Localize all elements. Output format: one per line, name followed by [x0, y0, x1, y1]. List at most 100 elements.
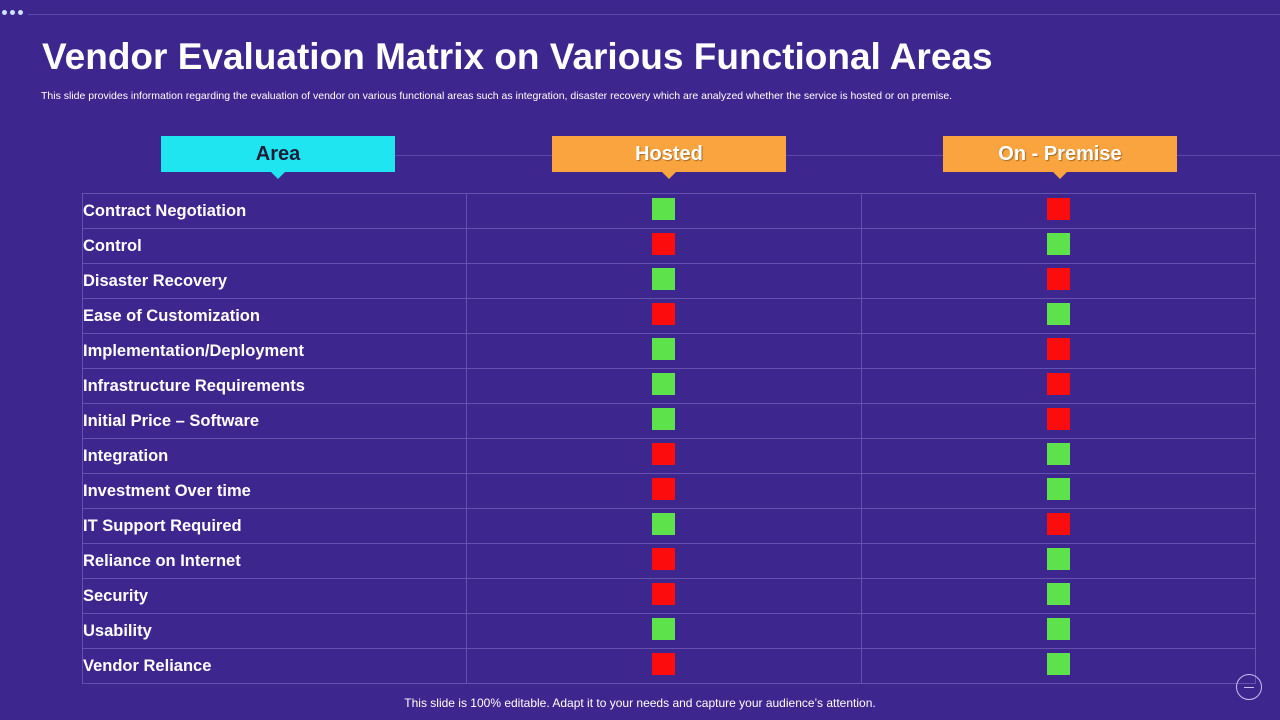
hosted-cell: [466, 228, 862, 264]
table-row: Initial Price – Software: [82, 403, 1256, 439]
table-row: Contract Negotiation: [82, 193, 1256, 229]
on-premise-cell: [860, 368, 1256, 404]
hosted-cell: [466, 193, 862, 229]
red-status-square: [1046, 267, 1070, 290]
green-status-square: [652, 512, 676, 535]
red-status-square: [1046, 337, 1070, 360]
table-row: Vendor Reliance: [82, 648, 1256, 684]
area-label: Integration: [82, 438, 467, 474]
page-subtitle: This slide provides information regardin…: [41, 90, 953, 102]
area-label: Control: [82, 228, 467, 264]
hosted-cell: [466, 543, 862, 579]
area-label: Reliance on Internet: [82, 543, 467, 579]
red-status-square: [1046, 372, 1070, 395]
hosted-cell: [466, 263, 862, 299]
red-status-square: [652, 477, 676, 500]
green-status-square: [1046, 652, 1070, 675]
red-status-square: [652, 547, 676, 570]
area-label: Vendor Reliance: [82, 648, 467, 684]
hosted-cell: [466, 508, 862, 544]
table-row: Integration: [82, 438, 1256, 474]
area-label: Ease of Customization: [82, 298, 467, 334]
green-status-square: [1046, 617, 1070, 640]
on-premise-cell: [860, 473, 1256, 509]
hosted-cell: [466, 473, 862, 509]
table-row: Investment Over time: [82, 473, 1256, 509]
red-status-square: [652, 232, 676, 255]
caret-down-icon: [662, 172, 676, 179]
green-status-square: [652, 372, 676, 395]
on-premise-cell: [860, 578, 1256, 614]
red-status-square: [1046, 407, 1070, 430]
green-status-square: [652, 617, 676, 640]
column-header-on-premise-label: On - Premise: [998, 142, 1122, 165]
column-header-on-premise: On - Premise: [943, 136, 1177, 179]
red-status-square: [652, 652, 676, 675]
evaluation-matrix: Contract Negotiation Control Disaster Reco…: [82, 193, 1256, 684]
table-row: Infrastructure Requirements: [82, 368, 1256, 404]
area-label: Infrastructure Requirements: [82, 368, 467, 404]
area-label: Security: [82, 578, 467, 614]
area-label: Contract Negotiation: [82, 193, 467, 229]
header-connector-line: [395, 155, 1280, 156]
red-status-square: [1046, 512, 1070, 535]
column-header-hosted-label: Hosted: [635, 142, 703, 165]
table-row: Reliance on Internet: [82, 543, 1256, 579]
minus-circle-icon: [1236, 674, 1262, 700]
on-premise-cell: [860, 438, 1256, 474]
hosted-cell: [466, 368, 862, 404]
hosted-cell: [466, 578, 862, 614]
on-premise-cell: [860, 193, 1256, 229]
green-status-square: [1046, 442, 1070, 465]
caret-down-icon: [1053, 172, 1067, 179]
red-status-square: [652, 302, 676, 325]
table-row: Usability: [82, 613, 1256, 649]
green-status-square: [652, 407, 676, 430]
on-premise-cell: [860, 228, 1256, 264]
green-status-square: [1046, 547, 1070, 570]
page-title: Vendor Evaluation Matrix on Various Func…: [42, 36, 993, 77]
table-row: Ease of Customization: [82, 298, 1256, 334]
area-label: Investment Over time: [82, 473, 467, 509]
area-label: Initial Price – Software: [82, 403, 467, 439]
hosted-cell: [466, 648, 862, 684]
table-row: Control: [82, 228, 1256, 264]
green-status-square: [652, 197, 676, 220]
on-premise-cell: [860, 613, 1256, 649]
area-label: Disaster Recovery: [82, 263, 467, 299]
column-header-hosted: Hosted: [552, 136, 786, 179]
red-status-square: [652, 582, 676, 605]
red-status-square: [652, 442, 676, 465]
red-status-square: [1046, 197, 1070, 220]
table-row: Implementation/Deployment: [82, 333, 1256, 369]
green-status-square: [1046, 582, 1070, 605]
on-premise-cell: [860, 333, 1256, 369]
area-label: IT Support Required: [82, 508, 467, 544]
green-status-square: [652, 337, 676, 360]
area-label: Implementation/Deployment: [82, 333, 467, 369]
footer-note: This slide is 100% editable. Adapt it to…: [404, 696, 876, 710]
table-row: Security: [82, 578, 1256, 614]
column-header-area: Area: [161, 136, 395, 179]
on-premise-cell: [860, 648, 1256, 684]
area-label: Usability: [82, 613, 467, 649]
table-row: IT Support Required: [82, 508, 1256, 544]
on-premise-cell: [860, 298, 1256, 334]
hosted-cell: [466, 438, 862, 474]
green-status-square: [1046, 302, 1070, 325]
hosted-cell: [466, 333, 862, 369]
top-divider: [28, 14, 1280, 15]
on-premise-cell: [860, 543, 1256, 579]
on-premise-cell: [860, 508, 1256, 544]
hosted-cell: [466, 298, 862, 334]
on-premise-cell: [860, 403, 1256, 439]
green-status-square: [1046, 477, 1070, 500]
caret-down-icon: [271, 172, 285, 179]
hosted-cell: [466, 403, 862, 439]
green-status-square: [652, 267, 676, 290]
hosted-cell: [466, 613, 862, 649]
table-row: Disaster Recovery: [82, 263, 1256, 299]
on-premise-cell: [860, 263, 1256, 299]
column-header-area-label: Area: [255, 142, 301, 165]
green-status-square: [1046, 232, 1070, 255]
